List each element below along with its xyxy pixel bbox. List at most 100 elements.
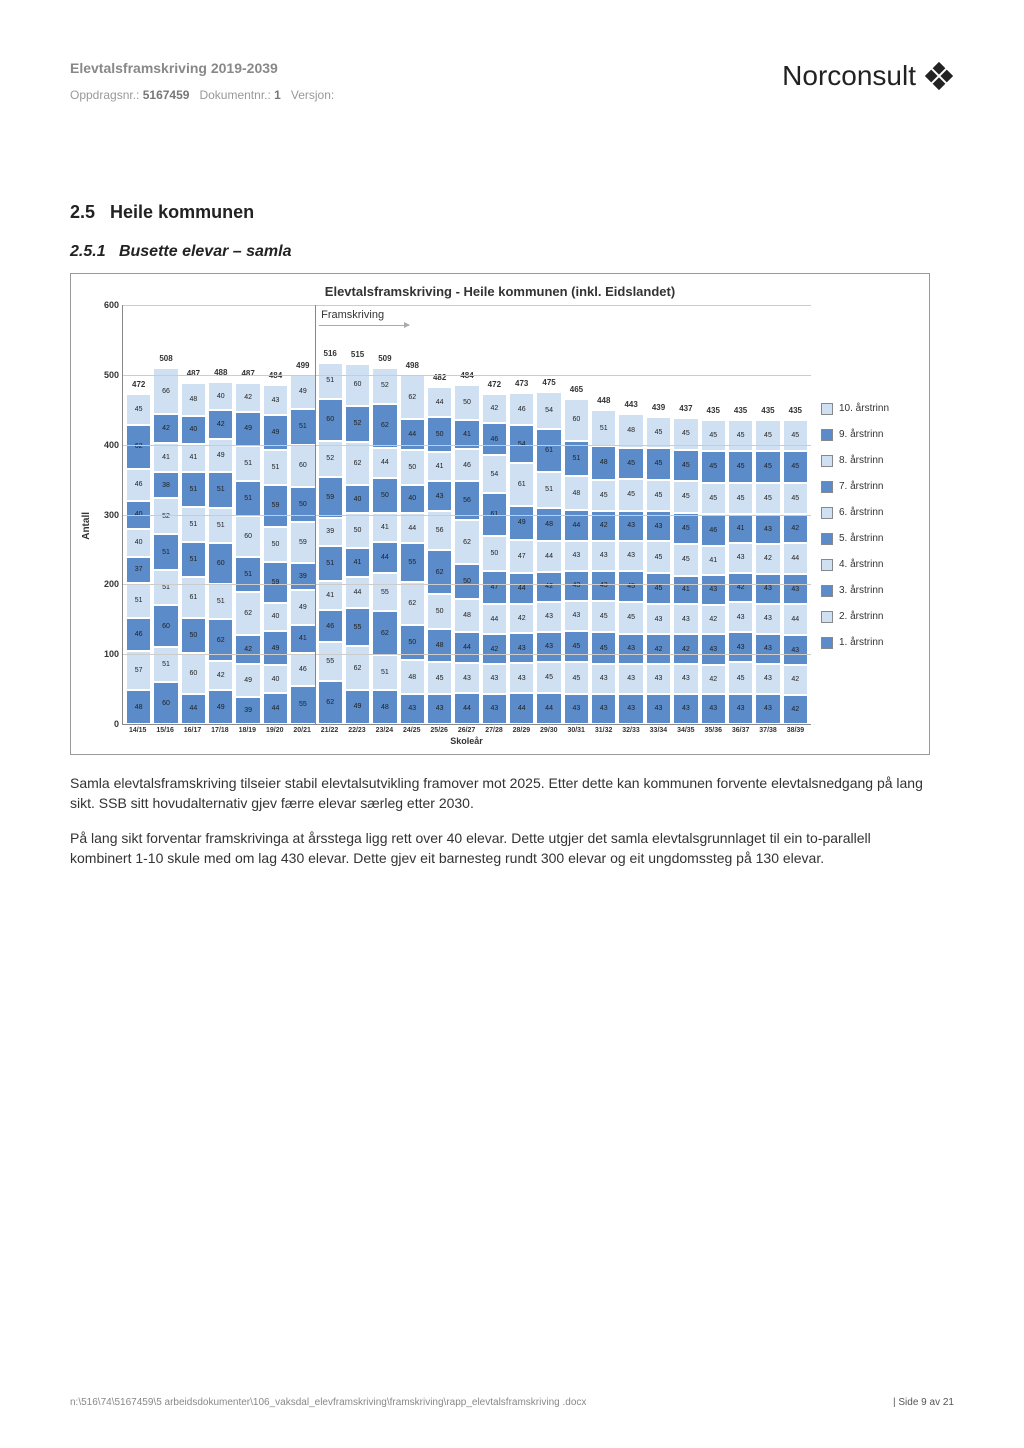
bar-segment: 44 <box>454 693 479 724</box>
bar-segment: 45 <box>755 451 780 483</box>
bar-segment: 49 <box>290 590 315 624</box>
bar-total-label: 435 <box>755 406 780 415</box>
bar-segment: 54 <box>536 392 561 430</box>
bar-segment: 42 <box>208 410 233 439</box>
bar-segment: 45 <box>701 451 726 483</box>
bar-segment: 46 <box>482 423 507 455</box>
bar-segment: 45 <box>673 544 698 576</box>
bar-segment: 45 <box>728 662 753 694</box>
y-tick: 400 <box>95 440 119 450</box>
bar-segment: 43 <box>591 664 616 694</box>
bar-segment: 51 <box>153 534 178 569</box>
bar-segment: 49 <box>263 631 288 665</box>
bar-segment: 50 <box>345 513 370 548</box>
bar-total-label: 508 <box>153 354 178 363</box>
bar-segment: 45 <box>427 662 452 694</box>
bar-segment: 40 <box>208 382 233 410</box>
bar-segment: 44 <box>509 693 534 724</box>
bar-segment: 43 <box>755 634 780 664</box>
bar-segment: 52 <box>372 368 397 404</box>
bar-segment: 43 <box>646 694 671 724</box>
legend-item: 6. årstrinn <box>821 507 921 519</box>
x-tick-label: 23/24 <box>372 727 397 734</box>
bar-segment: 62 <box>372 611 397 654</box>
bar-segment: 43 <box>755 604 780 634</box>
body-text: Samla elevtalsframskriving tilseier stab… <box>70 773 930 868</box>
legend-label: 10. årstrinn <box>839 403 889 414</box>
x-tick-label: 21/22 <box>317 727 342 734</box>
bar-segment: 62 <box>345 442 370 485</box>
bar-segment: 61 <box>536 429 561 472</box>
bar-column: 48849426251605151494240 <box>208 382 233 724</box>
bar-segment: 48 <box>591 446 616 480</box>
bar-segment: 45 <box>564 631 589 663</box>
bar-segment: 45 <box>591 632 616 664</box>
bar-segment: 49 <box>208 690 233 724</box>
bar-segment: 60 <box>181 653 206 694</box>
bar-segment: 48 <box>564 476 589 510</box>
bar-total-label: 472 <box>126 380 151 389</box>
bar-segment: 43 <box>618 541 643 571</box>
bar-column: 43542424344434442454545 <box>783 420 808 725</box>
chart-plot: 4724857465137404046624550860516051515238… <box>122 305 811 725</box>
bar-total-label: 448 <box>591 396 616 405</box>
bar-segment: 52 <box>153 498 178 534</box>
bar-segment: 45 <box>673 513 698 545</box>
bar-total-label: 435 <box>728 406 753 415</box>
bar-segment: 43 <box>728 543 753 573</box>
bar-segment: 46 <box>318 610 343 642</box>
x-tick-label: 30/31 <box>564 727 589 734</box>
bar-segment: 51 <box>564 441 589 477</box>
bar-segment: 60 <box>153 605 178 647</box>
legend-item: 7. årstrinn <box>821 481 921 493</box>
bar-segment: 45 <box>536 662 561 694</box>
bar-segment: 42 <box>235 383 260 412</box>
bar-segment: 49 <box>509 506 534 540</box>
bar-segment: 43 <box>728 694 753 724</box>
bar-segment: 62 <box>235 592 260 635</box>
bar-segment: 48 <box>181 383 206 416</box>
bar-segment: 59 <box>318 477 343 518</box>
x-tick-label: 22/23 <box>344 727 369 734</box>
bar-segment: 42 <box>482 634 507 663</box>
bar-segment: 62 <box>372 404 397 447</box>
bar-segment: 51 <box>235 557 260 592</box>
bar-column: 48444404940595059514943 <box>263 385 288 724</box>
bar-segment: 45 <box>618 602 643 634</box>
legend-item: 1. årstrinn <box>821 637 921 649</box>
bar-segment: 45 <box>755 420 780 452</box>
legend-label: 9. årstrinn <box>839 429 883 440</box>
bar-segment: 44 <box>783 604 808 635</box>
bar-segment: 49 <box>290 375 315 409</box>
bar-segment: 42 <box>673 634 698 663</box>
bar-column: 43743434243414545454545 <box>673 418 698 724</box>
bar-segment: 51 <box>208 472 233 507</box>
bar-segment: 60 <box>564 399 589 441</box>
legend-label: 4. årstrinn <box>839 559 883 570</box>
bar-segment: 45 <box>126 394 151 426</box>
bar-segment: 50 <box>454 564 479 599</box>
bar-segment: 55 <box>318 642 343 681</box>
bar-segment: 41 <box>701 546 726 575</box>
bar-column: 48739494262516051514942 <box>235 383 260 724</box>
bar-segment: 59 <box>263 485 288 526</box>
bar-column: 44343434345454343454548 <box>618 414 643 724</box>
bar-segment: 45 <box>701 483 726 515</box>
bar-total-label: 439 <box>646 403 671 412</box>
bar-total-label: 472 <box>482 380 507 389</box>
bar-segment: 39 <box>290 563 315 590</box>
bar-segment: 41 <box>290 625 315 654</box>
bar-total-label: 487 <box>181 369 206 378</box>
bar-segment: 47 <box>482 571 507 604</box>
bar-segment: 45 <box>783 420 808 452</box>
y-tick: 300 <box>95 510 119 520</box>
logo-icon <box>924 61 954 91</box>
bar-segment: 62 <box>318 681 343 724</box>
bar-segment: 42 <box>235 635 260 664</box>
bar-segment: 39 <box>318 518 343 545</box>
bar-segment: 48 <box>427 629 452 663</box>
bar-segment: 43 <box>427 481 452 511</box>
bar-segment: 43 <box>482 694 507 724</box>
bar-segment: 60 <box>153 682 178 724</box>
bar-column: 43543424342434146454545 <box>701 420 726 725</box>
